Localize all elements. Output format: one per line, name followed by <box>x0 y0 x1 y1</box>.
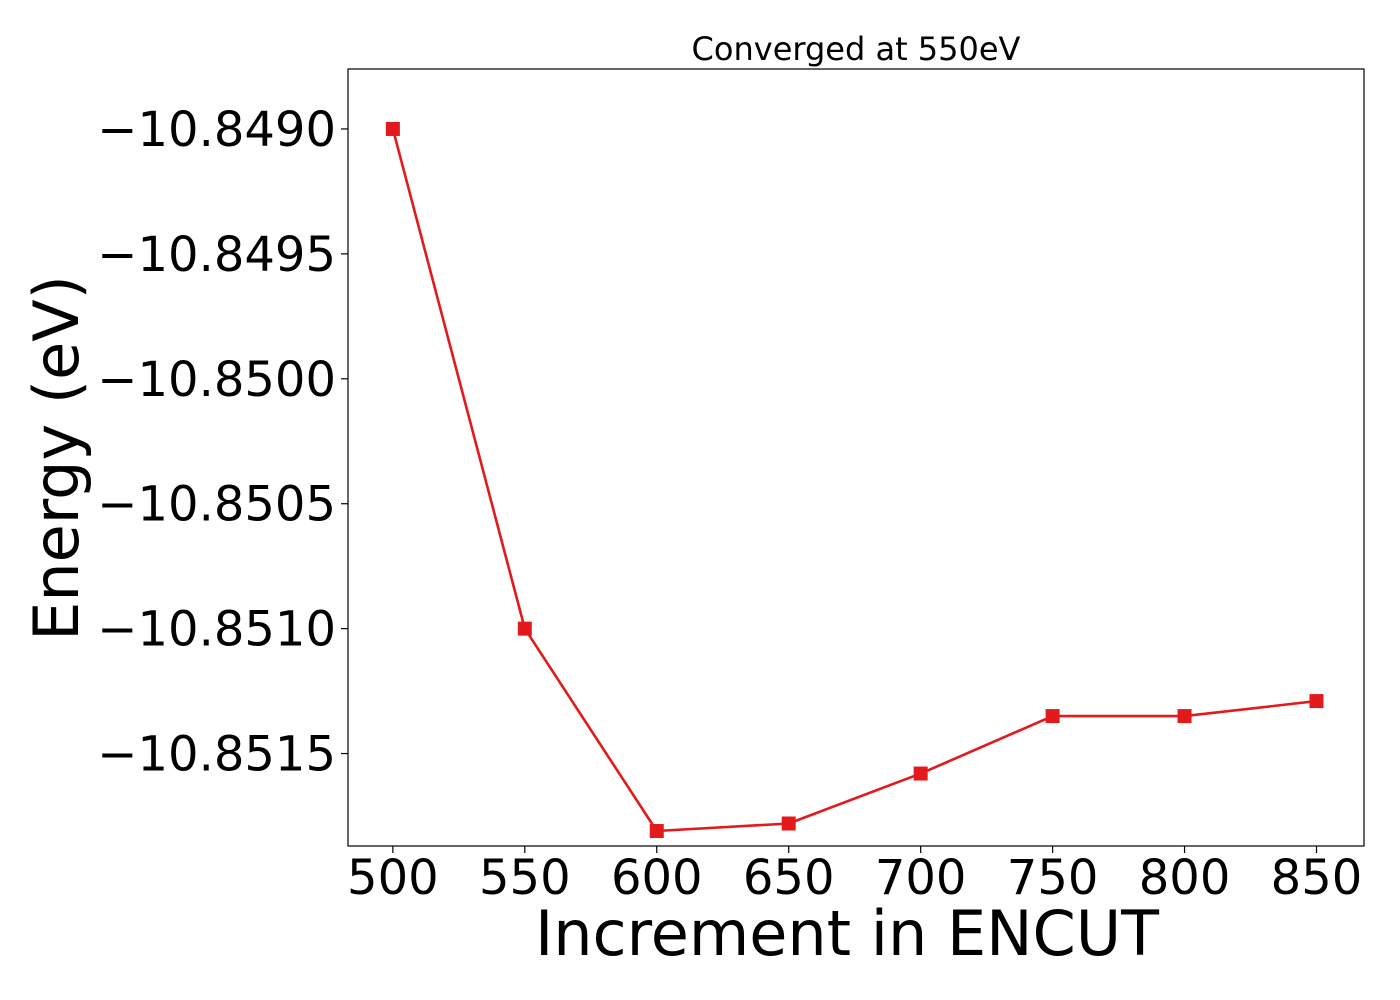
x-tick-label: 750 <box>1007 850 1099 906</box>
data-point-marker <box>517 621 532 636</box>
data-point-marker <box>1045 709 1060 724</box>
y-axis-label: Energy (eV) <box>20 275 93 641</box>
x-tick-label: 650 <box>743 850 835 906</box>
data-point-marker <box>913 766 928 781</box>
y-tick-label: −10.8510 <box>97 602 336 658</box>
x-tick-label: 600 <box>611 850 703 906</box>
y-tick-label: −10.8495 <box>97 227 336 283</box>
data-point-marker <box>1177 709 1192 724</box>
x-tick-label: 550 <box>479 850 571 906</box>
series-layer <box>385 121 1324 839</box>
plot-frame <box>347 68 1365 847</box>
chart-title: Converged at 550eV <box>692 30 1021 68</box>
x-tick-label: 500 <box>347 850 439 906</box>
y-tick-label: −10.8515 <box>97 727 336 783</box>
data-point-marker <box>1309 694 1324 709</box>
y-tick-label: −10.8490 <box>97 102 336 158</box>
data-point-marker <box>385 121 400 136</box>
data-point-marker <box>781 816 796 831</box>
x-axis-label: Increment in ENCUT <box>535 897 1160 970</box>
series-line <box>391 128 1317 833</box>
x-tick-label: 800 <box>1139 850 1231 906</box>
x-tick-label: 850 <box>1271 850 1363 906</box>
y-tick-label: −10.8505 <box>97 477 336 533</box>
y-tick-label: −10.8500 <box>97 352 336 408</box>
data-point-marker <box>649 824 664 839</box>
y-axis-ticks: −10.8490 −10.8495 −10.8500 −10.8505 −10.8510… <box>97 102 348 783</box>
x-tick-label: 700 <box>875 850 967 906</box>
x-axis-ticks: 500 550 600 650 700 750 800 850 <box>347 846 1362 906</box>
